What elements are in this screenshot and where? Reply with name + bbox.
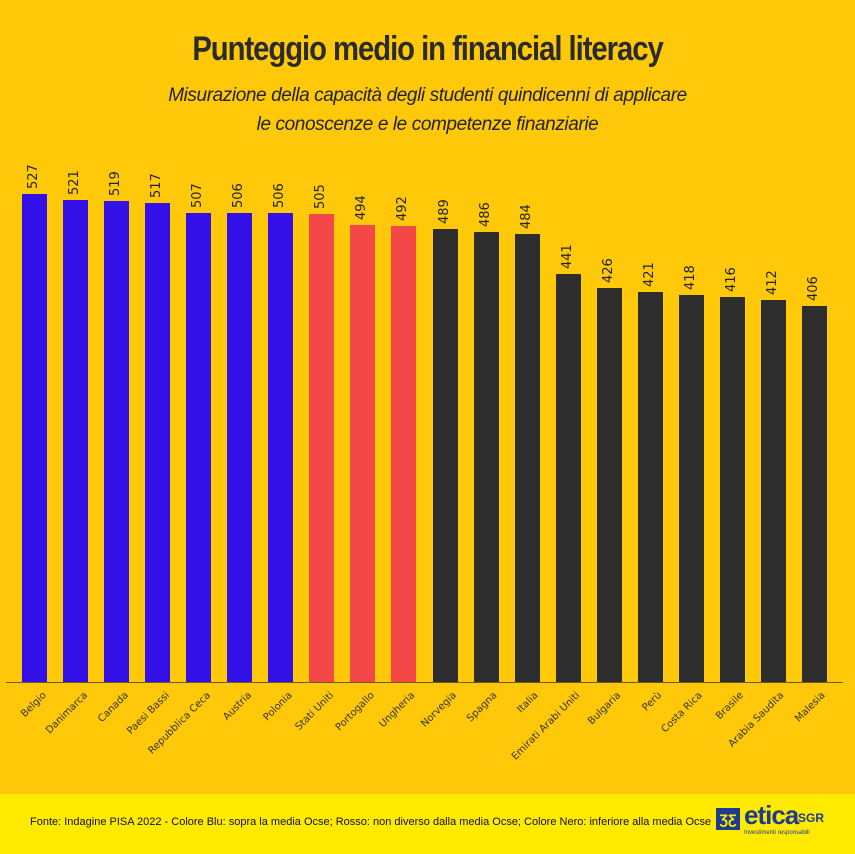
- x-tick-label: Italia: [515, 690, 541, 716]
- x-tick-label: Brasile: [714, 690, 747, 722]
- bar-value-label: 506: [231, 183, 247, 209]
- bar: 421: [637, 292, 663, 682]
- bar-value-label: 492: [395, 196, 411, 222]
- bar-value-label: 506: [272, 183, 288, 209]
- bar: 517: [145, 203, 171, 682]
- bar: 494: [350, 224, 376, 682]
- chart-subtitle-line-2: le conoscenze e le competenze finanziari…: [256, 114, 599, 135]
- x-tick-label: Bulgaria: [586, 690, 624, 728]
- x-tick-label: Danimarca: [43, 690, 90, 737]
- bar-value-label: 519: [108, 171, 124, 197]
- x-tick-label: Ungheria: [377, 690, 418, 730]
- bar: 484: [514, 233, 540, 682]
- x-tick-label: Stati Uniti: [293, 690, 337, 733]
- bar: 519: [104, 201, 130, 682]
- bar-value-label: 521: [67, 169, 83, 195]
- source-note: Fonte: Indagine PISA 2022 - Colore Blu: …: [30, 816, 712, 828]
- bar-value-label: 416: [723, 266, 739, 292]
- footer: Fonte: Indagine PISA 2022 - Colore Blu: …: [0, 794, 855, 854]
- x-tick-label: Belgio: [18, 690, 49, 720]
- bar: 406: [801, 306, 827, 682]
- logo-mark-icon: ƷƸ: [716, 808, 740, 830]
- bar: 492: [391, 226, 417, 682]
- bar-value-label: 494: [354, 194, 370, 220]
- bar-value-label: 406: [805, 276, 821, 302]
- bar-value-label: 421: [641, 262, 657, 288]
- bar-value-label: 505: [313, 184, 329, 210]
- bar: 506: [227, 213, 253, 682]
- bar: 416: [719, 296, 745, 682]
- logo-tagline: Investimenti responsabili: [744, 830, 810, 836]
- bar-value-label: 418: [682, 265, 698, 290]
- x-tick-label: Portogallo: [333, 690, 377, 734]
- bar-value-label: 527: [26, 164, 41, 189]
- bar: 412: [760, 300, 786, 682]
- x-tick-label: Canada: [95, 690, 131, 725]
- bar: 521: [63, 199, 89, 682]
- x-axis-line: [6, 682, 843, 683]
- x-tick-label: Spagna: [465, 690, 500, 725]
- bar-value-label: 441: [559, 243, 575, 269]
- bar: 418: [678, 294, 704, 682]
- bar-value-label: 486: [477, 202, 493, 227]
- bar-chart: 527 527 Belgio 521 521 Danimarca 519 519 Canada 5…: [0, 150, 855, 790]
- logo-name: etica: [744, 800, 799, 830]
- bar-value-label: 517: [149, 173, 165, 199]
- x-tick-label: Malesia: [793, 690, 829, 725]
- etica-sgr-logo: ƷƸ etica SGR Investimenti responsabili: [716, 800, 836, 836]
- bar: 426: [596, 287, 622, 682]
- bar-value-label: 484: [518, 203, 534, 229]
- bar: 507: [186, 212, 212, 682]
- bar-value-label: 412: [764, 270, 780, 296]
- bar-value-label: 426: [600, 257, 616, 283]
- bar: 489: [432, 229, 458, 682]
- chart-title: Punteggio medio in financial literacy: [192, 30, 663, 68]
- chart-subtitle-line-1: Misurazione della capacità degli student…: [168, 85, 687, 106]
- logo-suffix: SGR: [798, 811, 825, 825]
- bar-value-label: 489: [436, 199, 452, 225]
- bar: 486: [473, 231, 499, 682]
- x-tick-label: Perù: [640, 690, 665, 714]
- bar: 527: [22, 193, 47, 682]
- bar-value-label: 507: [190, 182, 206, 208]
- x-tick-label: Austria: [221, 690, 254, 723]
- x-tick-label: Costa Rica: [659, 690, 705, 736]
- x-tick-label: Norvegia: [419, 690, 459, 730]
- bar: 506: [268, 213, 294, 682]
- x-tick-label: Polonia: [261, 690, 295, 724]
- bar: 505: [309, 214, 335, 682]
- bar: 441: [555, 273, 581, 682]
